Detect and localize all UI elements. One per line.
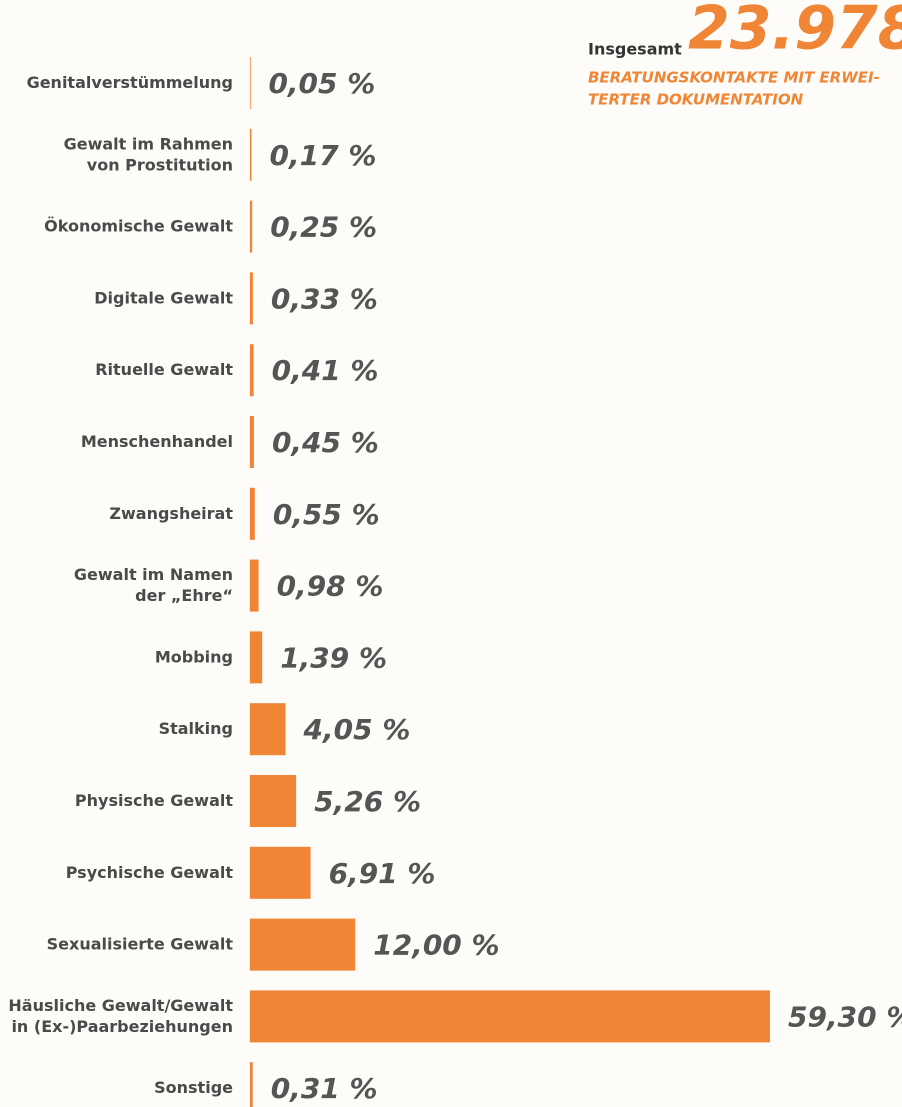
- category-line: von Prostitution: [87, 155, 233, 174]
- category-line: der „Ehre“: [135, 586, 233, 605]
- bar: [250, 272, 253, 325]
- value-label: 0,05 %: [268, 67, 375, 100]
- category-label: Zwangsheirat: [109, 503, 233, 522]
- category-label: Sexualisierte Gewalt: [47, 934, 234, 953]
- bar: [250, 128, 252, 181]
- bar: [250, 344, 254, 397]
- value-label: 0,45 %: [272, 426, 379, 459]
- bar: [250, 487, 255, 540]
- value-label: 0,98 %: [277, 570, 384, 603]
- value-label: 0,17 %: [269, 139, 376, 172]
- value-label: 1,39 %: [280, 641, 387, 674]
- value-label: 6,91 %: [329, 857, 436, 890]
- category-label: Ökonomische Gewalt: [44, 216, 233, 235]
- category-line: Zwangsheirat: [109, 503, 233, 522]
- category-label: Mobbing: [155, 647, 233, 666]
- category-line: Digitale Gewalt: [94, 288, 233, 307]
- value-label: 0,41 %: [272, 354, 379, 387]
- category-label: Stalking: [159, 719, 233, 738]
- category-label: Häusliche Gewalt/Gewalt in (Ex-)Paarbezie…: [8, 995, 233, 1035]
- category-label: Physische Gewalt: [75, 791, 233, 810]
- value-label: 0,25 %: [270, 211, 377, 244]
- category-line: Gewalt im Namen: [74, 565, 233, 584]
- category-label: Sonstige: [154, 1078, 233, 1097]
- value-label: 0,33 %: [271, 282, 378, 315]
- bar: [250, 990, 770, 1043]
- total: 23.978: [688, 0, 902, 64]
- category-line: Psychische Gewalt: [66, 862, 234, 881]
- category-line: Genitalverstümmelung: [27, 73, 233, 92]
- category-line: Rituelle Gewalt: [95, 360, 233, 379]
- category-line: Physische Gewalt: [75, 791, 233, 810]
- category-line: Stalking: [159, 719, 233, 738]
- category-line: in (Ex-)Paarbeziehungen: [11, 1016, 233, 1035]
- total-label: Insgesamt: [588, 40, 682, 59]
- category-line: Gewalt im Rahmen: [64, 134, 233, 153]
- category-label: Gewalt im Namen der „Ehre“: [74, 565, 233, 605]
- bar: [250, 846, 311, 899]
- bar: [250, 416, 254, 468]
- subtitle: BERATUNGSKONTAKTE MIT ERWEI-: [588, 69, 880, 87]
- value-label: 59,30 %: [788, 1000, 902, 1033]
- value-label: 4,05 %: [303, 713, 411, 746]
- category-line: Sexualisierte Gewalt: [47, 934, 234, 953]
- category-label: Gewalt im Rahmen von Prostitution: [64, 134, 233, 174]
- category-label: Rituelle Gewalt: [95, 360, 233, 379]
- value-label: 12,00 %: [373, 929, 499, 962]
- category-label: Genitalverstümmelung: [27, 73, 233, 92]
- bar: [250, 775, 297, 827]
- subtitle: TERTER DOKUMENTATION: [588, 91, 804, 109]
- category-line: Menschenhandel: [81, 432, 233, 451]
- category-label: Menschenhandel: [81, 432, 233, 451]
- category-line: Mobbing: [155, 647, 233, 666]
- bar: [250, 918, 356, 971]
- bar: [250, 703, 286, 756]
- bar: [250, 631, 263, 684]
- category-label: Digitale Gewalt: [94, 288, 233, 307]
- value-label: 0,55 %: [273, 498, 380, 531]
- value-label: 0,31 %: [271, 1072, 378, 1105]
- bar: [250, 200, 253, 253]
- category-line: Ökonomische Gewalt: [44, 216, 233, 235]
- bar: [250, 1062, 253, 1107]
- bar: [250, 559, 259, 612]
- value-label: 5,26 %: [314, 785, 421, 818]
- category-label: Psychische Gewalt: [66, 862, 234, 881]
- category-line: Sonstige: [154, 1078, 233, 1097]
- category-line: Häusliche Gewalt/Gewalt: [8, 995, 233, 1014]
